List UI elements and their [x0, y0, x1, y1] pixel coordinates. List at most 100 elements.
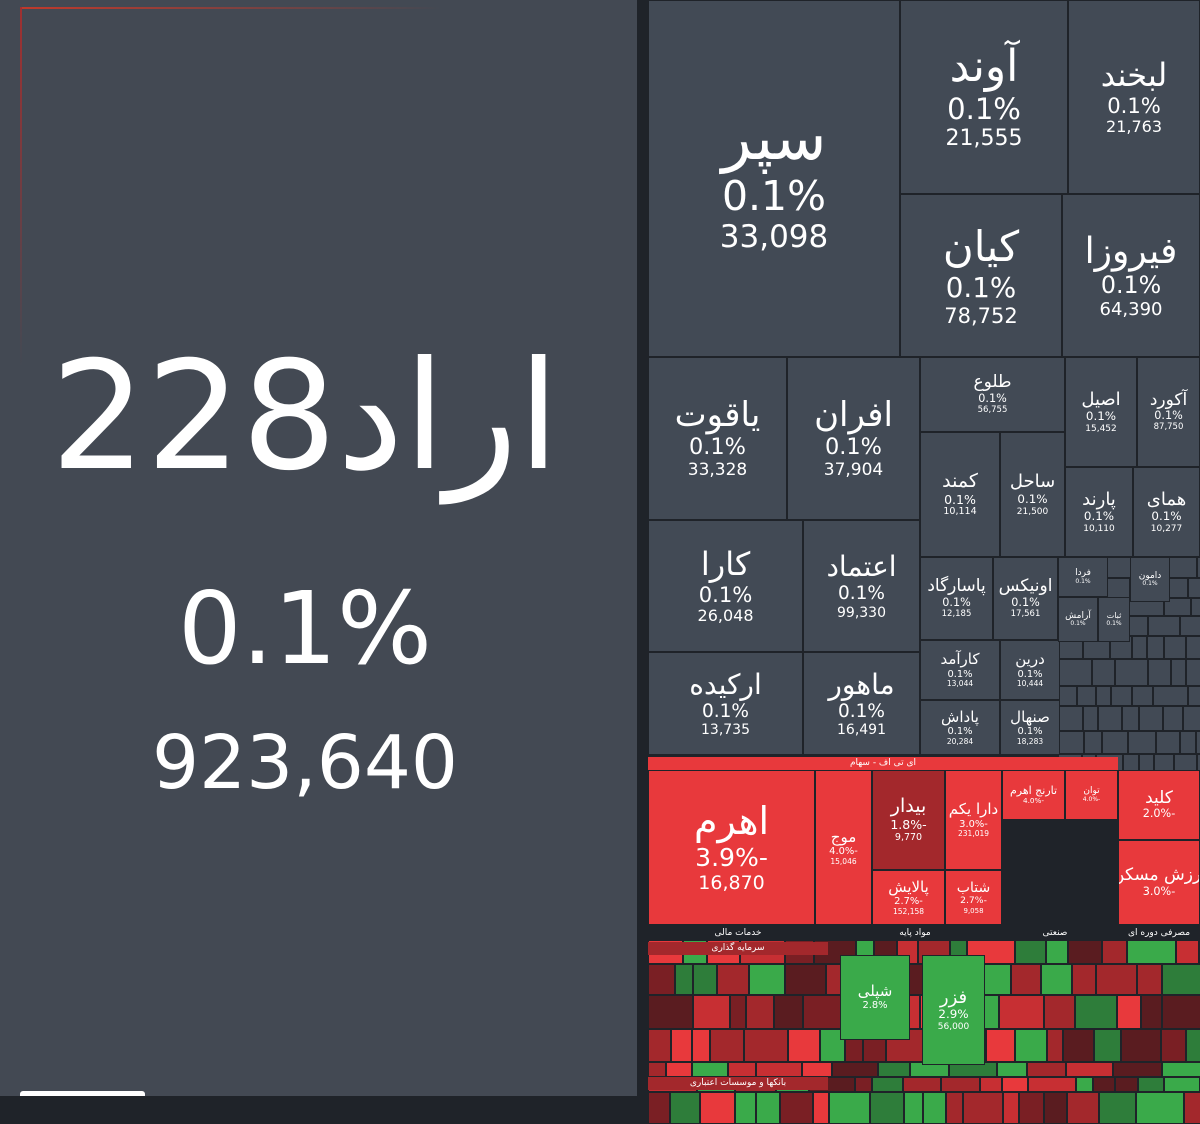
- tile: [746, 995, 774, 1029]
- tile: [648, 1029, 671, 1062]
- stock-tile: یاقوت 0.1% 33,328: [648, 357, 787, 520]
- stock-tile: دامون 0.1%: [1130, 557, 1170, 602]
- stock-change: -4.0%: [829, 846, 858, 858]
- stock-value: 20,284: [946, 736, 974, 746]
- tile: [1115, 1077, 1138, 1092]
- tile: [1164, 598, 1191, 616]
- stock-name: ارکیده: [689, 667, 762, 701]
- stock-name: افران: [814, 395, 893, 436]
- tile: [671, 1029, 692, 1062]
- stock-change: 0.1%: [1011, 595, 1040, 609]
- tile: [1066, 1062, 1113, 1077]
- stock-change: -2.7%: [960, 895, 987, 907]
- tile: [1044, 1092, 1067, 1124]
- stock-change: 0.1%: [1151, 509, 1182, 524]
- stock-value: 64,390: [1099, 298, 1163, 320]
- tile: [997, 1062, 1027, 1077]
- tile: [1188, 578, 1200, 598]
- stock-tile: توان -4.0%: [1065, 770, 1118, 820]
- stock-name: فردا: [1075, 568, 1091, 579]
- stock-name: اصیل: [1081, 388, 1121, 410]
- stock-change: 0.1%: [1100, 271, 1162, 300]
- tile: [946, 1092, 963, 1124]
- stock-name: پالایش: [888, 877, 929, 896]
- stock-tile: شپلی 2.8%: [840, 955, 910, 1040]
- stock-name: همای: [1146, 488, 1187, 510]
- tile: [1019, 1092, 1044, 1124]
- tile: [717, 964, 749, 995]
- tile: [1148, 659, 1171, 686]
- tile: [941, 1077, 980, 1092]
- tile: [666, 1062, 692, 1077]
- accent-line: [20, 7, 22, 367]
- value: 923,640: [151, 720, 458, 806]
- tile: [870, 1092, 904, 1124]
- tile: [1028, 1077, 1076, 1092]
- stock-name: سپر: [721, 100, 827, 174]
- tile: [1015, 940, 1046, 964]
- stock-tile: اونیکس 0.1% 17,561: [993, 557, 1058, 640]
- tile: [832, 1062, 878, 1077]
- stock-change: 0.1%: [825, 434, 883, 461]
- tile: [1141, 995, 1162, 1029]
- stock-name: کارا: [700, 545, 751, 584]
- stock-tile: ثبات 0.1%: [1098, 597, 1130, 642]
- tile: [1047, 1029, 1063, 1062]
- stock-change: 0.1%: [1017, 491, 1048, 506]
- tile: [1003, 1092, 1019, 1124]
- stock-change: 0.1%: [698, 582, 753, 608]
- stock-value: 16,491: [837, 722, 886, 739]
- tile: [1162, 995, 1200, 1029]
- tile: [903, 1077, 941, 1092]
- stock-name: پاسارگاد: [927, 576, 986, 597]
- stock-change: 2.8%: [862, 1000, 888, 1012]
- tile: [1137, 964, 1162, 995]
- stock-change: 0.1%: [838, 583, 885, 605]
- stock-tile: تارنج اهرم -4.0%: [1002, 770, 1065, 820]
- tile: [1139, 706, 1163, 731]
- tile: [1196, 731, 1200, 754]
- stock-value: 13,044: [946, 679, 974, 688]
- stock-tile: سپر 0.1% 33,098: [648, 0, 900, 357]
- tile: [788, 1029, 820, 1062]
- stock-name: فیروزا: [1084, 230, 1178, 272]
- tile: [675, 964, 693, 995]
- stock-tile: آرامش 0.1%: [1058, 597, 1098, 642]
- tile: [1153, 686, 1188, 706]
- stock-value: 21,763: [1106, 117, 1162, 137]
- stock-name: کمند: [942, 469, 978, 492]
- stock-change: 0.1%: [1083, 509, 1115, 524]
- stock-name: آوند: [949, 41, 1019, 93]
- tile: [802, 1062, 832, 1077]
- stock-value: 10,110: [1083, 524, 1115, 534]
- stock-change: 0.1%: [947, 91, 1021, 126]
- stock-tile: لبخند 0.1% 21,763: [1068, 0, 1200, 194]
- tile: [1183, 706, 1200, 731]
- tile: [1171, 659, 1186, 686]
- tile: [1102, 940, 1127, 964]
- stock-tile: ارکیده 0.1% 13,735: [648, 652, 803, 755]
- stock-tile: طلوع 0.1% 56,755: [920, 357, 1065, 432]
- stock-change: 0.1%: [978, 391, 1007, 405]
- tile: [981, 964, 1011, 995]
- tile: [1058, 686, 1077, 706]
- tile: [1096, 964, 1137, 995]
- tile: [1067, 1092, 1099, 1124]
- tile: [1027, 1062, 1066, 1077]
- tile: [749, 964, 785, 995]
- stock-tile: ساحل 0.1% 21,500: [1000, 432, 1065, 557]
- tile: [1072, 964, 1096, 995]
- tile: [1186, 636, 1200, 659]
- stock-tile: فزر 2.9% 56,000: [922, 955, 985, 1065]
- stock-name: کیان: [942, 222, 1020, 272]
- stock-value: 26,048: [697, 606, 754, 626]
- stock-value: 13,735: [701, 722, 750, 739]
- tile: [1191, 598, 1200, 616]
- tile: [774, 995, 803, 1029]
- stock-name: طلوع: [973, 372, 1012, 393]
- stock-value: 12,185: [941, 608, 972, 619]
- stock-name: ارزش مسکن: [1119, 865, 1199, 886]
- stock-change: 0.1%: [1017, 668, 1043, 680]
- tile: [730, 995, 746, 1029]
- stock-tile: درین 0.1% 10,444: [1000, 640, 1060, 700]
